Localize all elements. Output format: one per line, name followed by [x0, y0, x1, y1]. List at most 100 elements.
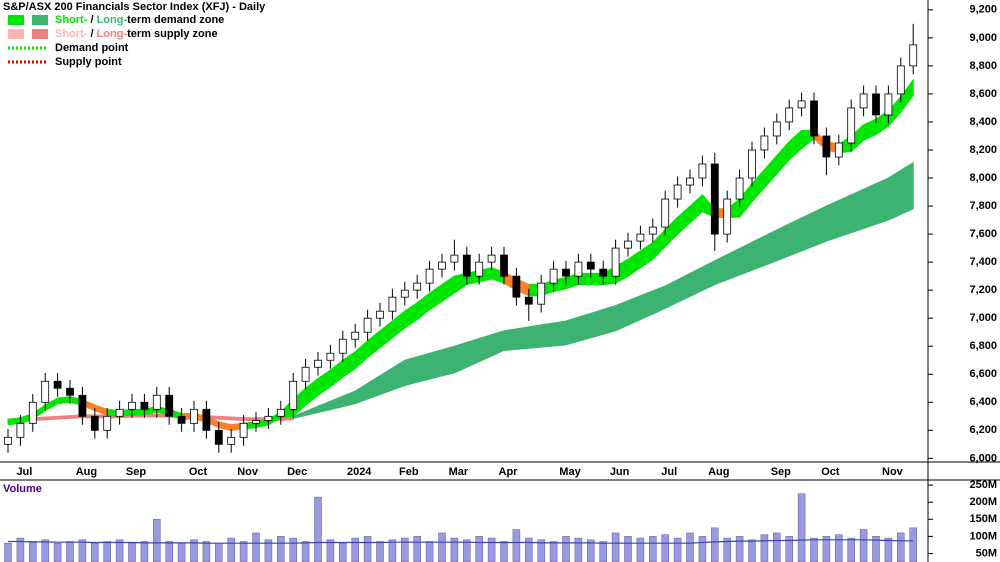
candle-body	[859, 93, 868, 109]
volume-bar	[190, 539, 198, 562]
candle-body	[524, 296, 533, 305]
candle-body	[735, 177, 744, 200]
candle-body	[152, 394, 161, 410]
y-tick-label: 7,000	[969, 312, 997, 324]
volume-average	[8, 539, 914, 544]
x-tick-label: Sep	[126, 466, 146, 478]
volume-bar	[562, 536, 570, 562]
volume-bar	[698, 536, 707, 562]
candle-body	[586, 261, 595, 270]
volume-bar	[326, 539, 335, 562]
candle-body	[438, 261, 446, 270]
candle-body	[748, 149, 756, 179]
y-tick-label: 8,200	[969, 144, 997, 156]
candle-body	[363, 317, 372, 333]
candle-body	[41, 380, 50, 403]
candle-body	[326, 352, 335, 361]
volume-bar	[884, 537, 893, 562]
legend-swatch	[32, 15, 48, 25]
candle-body	[338, 338, 347, 354]
volume-bar	[785, 536, 793, 562]
candle-body	[177, 415, 186, 424]
candle-body	[351, 331, 360, 340]
candle-body	[537, 282, 546, 305]
candle-body	[574, 261, 583, 277]
candle-body	[785, 107, 794, 123]
volume-bar	[624, 536, 632, 562]
volume-bar	[487, 537, 496, 562]
volume-bar	[78, 539, 87, 562]
candle-body	[909, 44, 918, 67]
y-tick-label: 7,800	[969, 200, 997, 212]
candle-body	[289, 380, 298, 410]
y-tick-label: 250M	[969, 479, 997, 491]
candle-body	[549, 268, 558, 284]
candle-body	[413, 282, 422, 291]
legend-text: Short-	[55, 28, 88, 40]
y-tick-label: 6,200	[969, 424, 997, 436]
volume-bar	[314, 496, 322, 562]
volume-bar	[252, 532, 260, 562]
volume-bar	[735, 536, 744, 562]
candle-body	[239, 422, 248, 438]
candle-body	[314, 359, 322, 368]
candle-body	[810, 100, 818, 137]
volume-bar	[376, 541, 384, 562]
x-tick-label: Sep	[771, 466, 791, 478]
x-tick-label: Jul	[16, 466, 32, 478]
x-tick-label: Nov	[882, 466, 904, 478]
legend-text: Demand point	[55, 42, 129, 54]
y-tick-label: 6,600	[969, 368, 997, 380]
volume-bar	[810, 537, 818, 562]
x-tick-label: Feb	[399, 466, 419, 478]
volume-bar	[686, 532, 694, 562]
volume-bar	[351, 537, 359, 562]
legend-swatch	[8, 15, 24, 25]
x-tick-label: May	[559, 466, 581, 478]
volume-bar	[748, 539, 756, 562]
candle-body	[636, 233, 645, 242]
volume-bar	[475, 536, 483, 562]
volume-bar	[53, 542, 62, 562]
candle-body	[227, 436, 236, 445]
x-tick-label: Aug	[708, 466, 729, 478]
legend-entry: Supply point	[55, 56, 122, 68]
y-tick-label: 8,600	[969, 88, 997, 100]
legend-text: term supply zone	[127, 28, 217, 40]
candle-body	[661, 198, 670, 228]
y-tick-label: 6,000	[969, 452, 997, 464]
y-tick-label: 7,400	[969, 256, 997, 268]
volume-bar	[463, 539, 471, 562]
candle-body	[214, 429, 223, 445]
legend-entry: Demand point	[55, 42, 129, 54]
candle-body	[772, 121, 781, 137]
y-tick-label: 6,400	[969, 396, 997, 408]
volume-bar	[277, 536, 285, 562]
volume-bar	[500, 541, 508, 562]
x-tick-label: Mar	[449, 466, 469, 478]
x-tick-label: Oct	[821, 466, 840, 478]
volume-bar	[711, 527, 719, 562]
volume-bar	[897, 532, 905, 562]
x-tick-label: Apr	[499, 466, 519, 478]
candle-body	[834, 142, 843, 158]
volume-bar	[847, 537, 855, 562]
legend-text: /	[87, 28, 96, 40]
volume-bar	[636, 537, 645, 562]
y-tick-label: 9,200	[969, 4, 997, 16]
x-tick-label: Jun	[610, 466, 630, 478]
candle-body	[425, 268, 434, 284]
volume-bar	[215, 542, 223, 562]
candle-body	[698, 163, 707, 179]
volume-bar	[649, 536, 657, 562]
candle-body	[252, 420, 260, 424]
y-tick-label: 6,800	[969, 340, 997, 352]
candle-body	[500, 254, 508, 277]
volume-bar	[587, 539, 595, 562]
volume-bar	[574, 537, 583, 562]
legend-entry: Short- / Long-term supply zone	[55, 28, 218, 40]
legend-text: Long-	[97, 14, 128, 26]
y-tick-label: 50M	[976, 547, 997, 559]
legend-text: /	[87, 14, 96, 26]
candle-body	[648, 226, 657, 235]
